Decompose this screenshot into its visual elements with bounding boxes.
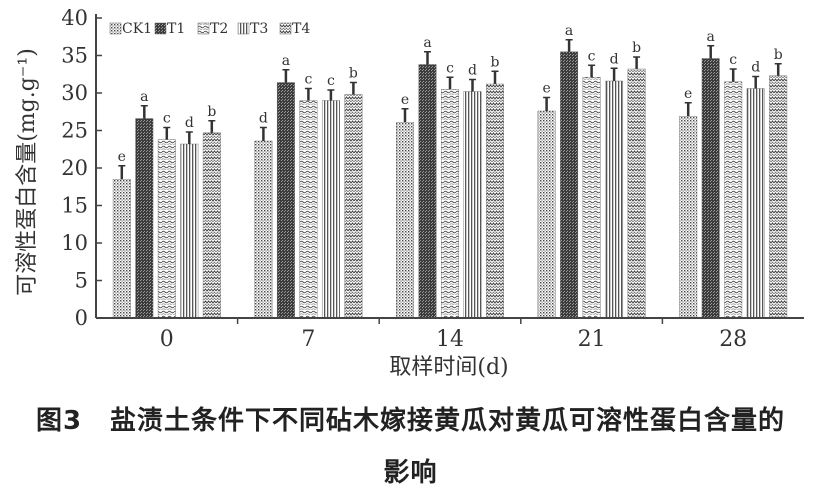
- y-tick-label: 0: [75, 306, 88, 330]
- bar-t2-day-0: [157, 139, 176, 319]
- significance-letter: d: [259, 111, 268, 127]
- legend-swatch-t4: [279, 22, 292, 35]
- legend-swatch-t3: [237, 22, 250, 35]
- x-axis-ticks: 0 7 14 21 28: [160, 318, 747, 352]
- bar-ck1-day-14: [396, 122, 414, 319]
- significance-letter: a: [565, 23, 573, 39]
- legend-swatch-ck1: [109, 22, 122, 35]
- significance-letter: c: [729, 52, 737, 68]
- x-axis-label: 取样时间(d): [389, 355, 508, 380]
- significance-letter: c: [588, 48, 596, 64]
- figure-caption: 图3 盐渍土条件下不同砧木嫁接黄瓜对黄瓜可溶性蛋白含量的: [0, 400, 821, 437]
- bar-t2-day-28: [724, 81, 743, 319]
- legend-label-t1: T1: [167, 21, 185, 37]
- bar-t4-day-14: [486, 83, 504, 319]
- y-tick-label: 25: [61, 119, 88, 143]
- significance-letter: e: [542, 81, 550, 97]
- x-tick-label: 14: [436, 327, 464, 352]
- significance-letter: d: [185, 115, 194, 131]
- significance-letter: e: [118, 149, 126, 165]
- significance-letter: c: [304, 72, 312, 88]
- bar-t1-day-28: [701, 58, 720, 319]
- significance-letter: e: [401, 92, 409, 108]
- bar-t1-day-14: [418, 64, 437, 319]
- bar-ck1-day-7: [254, 140, 273, 319]
- bar-t4-day-0: [202, 132, 221, 319]
- y-tick-label: 10: [61, 231, 88, 255]
- bar-t1-day-7: [276, 82, 295, 319]
- bar-t1-day-0: [135, 118, 154, 319]
- bar-chart: 可溶性蛋白含量(mg.g⁻¹) 取样时间(d) 0 5 10 15 20 25 30 35 40…: [15, 6, 804, 380]
- y-tick-label: 20: [61, 156, 88, 180]
- significance-letter: d: [610, 51, 619, 67]
- y-tick-label: 40: [61, 6, 88, 30]
- significance-letter: a: [282, 53, 290, 69]
- legend-label-ck1: CK1: [122, 21, 152, 37]
- bar-t2-day-21: [582, 77, 601, 319]
- bar-t3-day-28: [746, 88, 765, 319]
- x-tick-label: 0: [160, 327, 174, 352]
- y-axis-label: 可溶性蛋白含量(mg.g⁻¹): [15, 48, 40, 296]
- bar-t3-day-21: [605, 80, 624, 319]
- significance-letter: b: [207, 104, 216, 120]
- bar-t4-day-21: [627, 68, 646, 319]
- figure-number: 图3: [35, 406, 83, 436]
- legend-label-t3: T3: [250, 21, 268, 37]
- significance-letter: c: [446, 60, 454, 76]
- bar-t4-day-28: [769, 75, 788, 319]
- bar-t3-day-0: [180, 143, 199, 319]
- y-tick-label: 30: [61, 81, 88, 105]
- bar-t1-day-21: [560, 51, 579, 319]
- significance-letter: c: [163, 111, 171, 127]
- bar-t3-day-7: [321, 100, 340, 319]
- legend-label-t4: T4: [292, 21, 310, 37]
- bar-ck1-day-0: [112, 179, 131, 319]
- significance-letter: d: [751, 60, 760, 76]
- significance-letter: c: [327, 73, 335, 89]
- y-tick-label: 15: [61, 194, 88, 218]
- significance-letter: b: [491, 54, 500, 70]
- y-axis-ticks: 0 5 10 15 20 25 30 35 40: [61, 6, 102, 330]
- legend-swatch-t2: [197, 22, 210, 35]
- figure-caption-line2: 影响: [383, 458, 438, 488]
- y-tick-label: 5: [75, 269, 88, 293]
- legend-label-t2: T2: [210, 21, 228, 37]
- significance-letter: a: [707, 29, 715, 45]
- significance-letter: b: [349, 66, 358, 82]
- bar-ck1-day-21: [537, 110, 556, 319]
- axes: [95, 14, 804, 319]
- significance-letter: e: [684, 86, 692, 102]
- figure-caption-line1: 盐渍土条件下不同砧木嫁接黄瓜对黄瓜可溶性蛋白含量的: [110, 406, 786, 436]
- significance-letter: b: [774, 47, 783, 63]
- bar-t2-day-7: [299, 100, 318, 319]
- significance-letter: b: [632, 40, 641, 56]
- legend-swatch-t1: [154, 22, 167, 35]
- significance-letter: d: [468, 63, 477, 79]
- x-tick-label: 7: [301, 327, 315, 352]
- legend: CK1 T1 T2 T3 T4: [109, 21, 310, 37]
- bar-t3-day-14: [463, 91, 482, 319]
- significance-letter: a: [140, 89, 148, 105]
- bar-ck1-day-28: [679, 116, 698, 319]
- significance-letter: a: [423, 35, 431, 51]
- bar-t4-day-7: [344, 94, 363, 319]
- y-tick-label: 35: [61, 44, 88, 68]
- x-tick-label: 21: [578, 327, 606, 352]
- x-tick-label: 28: [719, 327, 747, 352]
- bar-t2-day-14: [441, 89, 459, 319]
